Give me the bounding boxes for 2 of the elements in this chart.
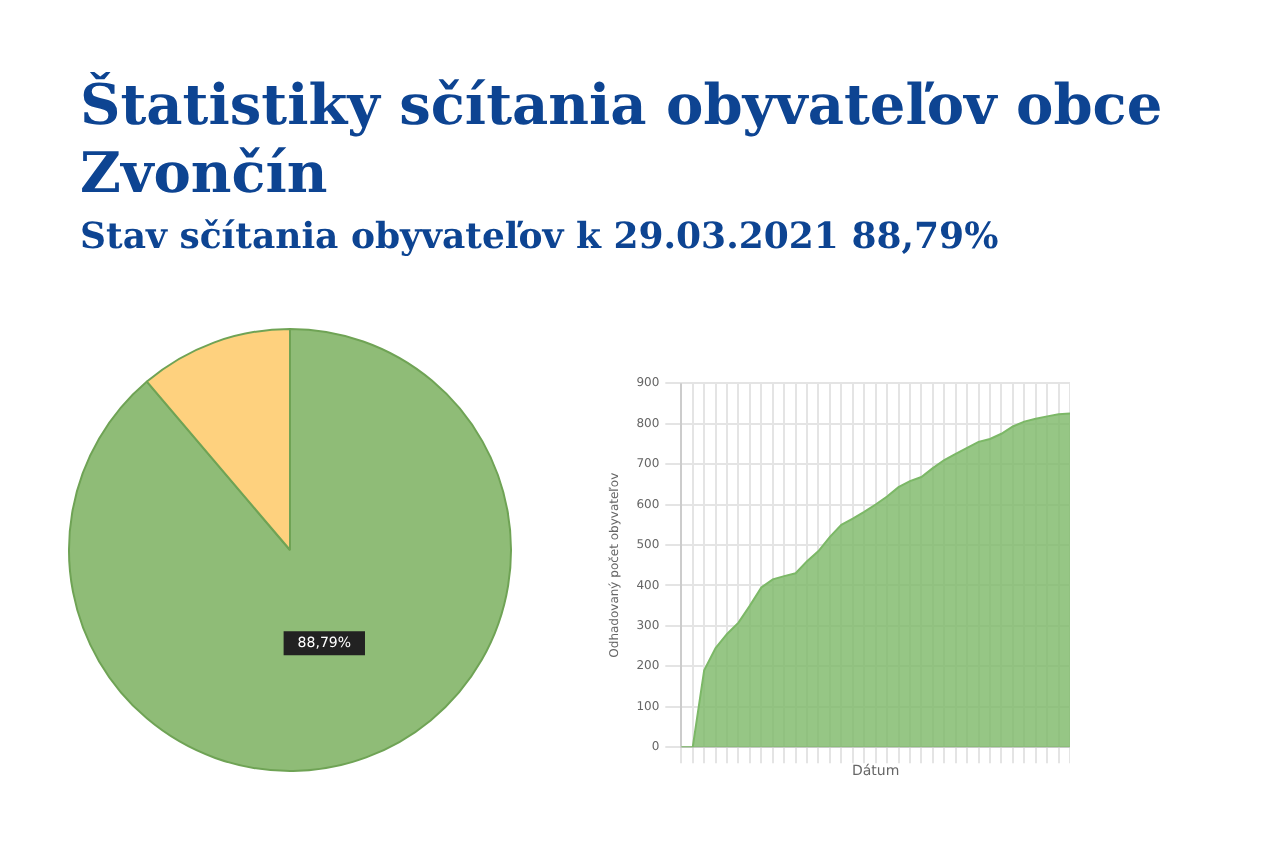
chart-subtitle: Stav sčítania obyvateľov k 29.03.2021 88,79%	[80, 216, 999, 258]
chart-title: Štatistiky sčítania obyvateľov obce Zvončín	[80, 72, 1165, 208]
